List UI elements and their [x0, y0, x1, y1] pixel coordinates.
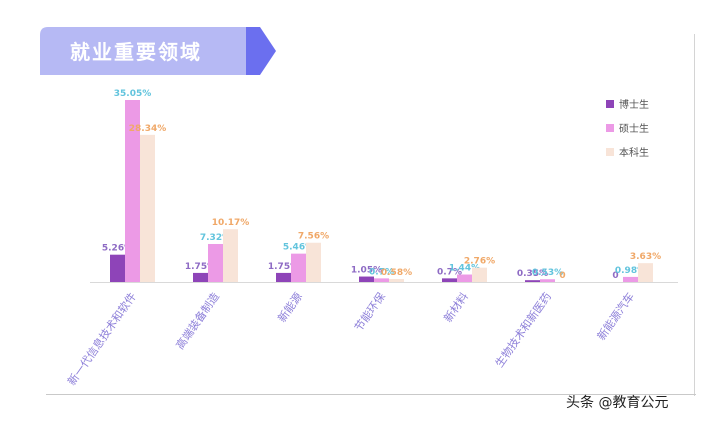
legend-swatch-0: [606, 100, 614, 108]
data-label-1-4: 1.44%: [449, 264, 480, 274]
data-label-0-4: 0.7%: [437, 267, 462, 277]
banner-body: [40, 27, 248, 75]
card-right-edge: [694, 34, 695, 396]
data-label-1-6: 0.98%: [615, 266, 646, 276]
data-label-1-0: 35.05%: [114, 89, 152, 99]
data-label-0-3: 1.05%: [351, 266, 382, 276]
bar-1-5: [540, 279, 555, 282]
card-bottom-edge: [46, 394, 696, 395]
bar-1-0: [125, 100, 140, 282]
bar-1-2: [291, 253, 306, 282]
bar-0-5: [525, 280, 540, 282]
data-label-1-5: 0.53%: [532, 268, 563, 278]
category-label-4: 新材料: [441, 290, 471, 325]
data-label-2-4: 2.76%: [464, 257, 495, 267]
bar-1-4: [457, 274, 472, 282]
legend-swatch-1: [606, 124, 614, 132]
banner-arrow-icon: [246, 27, 276, 75]
category-label-3: 节能环保: [351, 290, 388, 334]
chart-title: 就业重要领域: [70, 40, 202, 64]
data-label-0-0: 5.26%: [102, 244, 133, 254]
data-label-1-3: 0.7%: [369, 267, 394, 277]
legend-label-2: 本科生: [619, 146, 649, 159]
data-label-2-3: 0.58%: [381, 268, 412, 278]
data-label-2-2: 7.56%: [298, 232, 329, 242]
watermark-text: 头条 @教育公元: [566, 395, 669, 411]
data-label-1-2: 5.46%: [283, 243, 314, 253]
bar-1-3: [374, 278, 389, 282]
category-label-5: 生物技术和新医药: [492, 290, 554, 370]
data-label-2-0: 28.34%: [129, 124, 167, 134]
bar-0-4: [442, 278, 457, 282]
bar-1-1: [208, 243, 223, 282]
bar-2-4: [472, 267, 487, 282]
category-label-6: 新能源汽车: [594, 290, 637, 343]
bar-2-6: [638, 263, 653, 282]
bar-2-0: [140, 134, 155, 282]
legend-label-1: 硕士生: [619, 122, 649, 135]
bar-0-3: [359, 276, 374, 282]
data-label-1-1: 7.32%: [200, 233, 231, 243]
data-label-0-6: 0: [612, 271, 618, 281]
data-label-2-6: 3.63%: [630, 252, 661, 262]
data-label-2-5: 0: [559, 271, 565, 281]
category-label-2: 新能源: [275, 290, 305, 325]
data-label-0-2: 1.75%: [268, 262, 299, 272]
data-label-0-5: 0.35%: [517, 269, 548, 279]
bar-0-2: [276, 272, 291, 282]
legend-label-0: 博士生: [619, 98, 649, 111]
bar-0-1: [193, 272, 208, 282]
banner-shape: [40, 27, 276, 75]
legend-swatch-2: [606, 148, 614, 156]
bar-2-1: [223, 229, 238, 282]
data-label-0-1: 1.75%: [185, 262, 216, 272]
bar-1-6: [623, 276, 638, 282]
data-label-2-1: 10.17%: [212, 218, 250, 228]
title-banner: 就业重要领域: [40, 27, 276, 75]
category-label-0: 新一代信息技术和软件: [64, 290, 139, 388]
category-label-1: 高端装备制造: [173, 290, 222, 352]
bar-0-0: [110, 254, 125, 282]
bar-2-2: [306, 242, 321, 282]
bar-2-3: [389, 278, 404, 282]
